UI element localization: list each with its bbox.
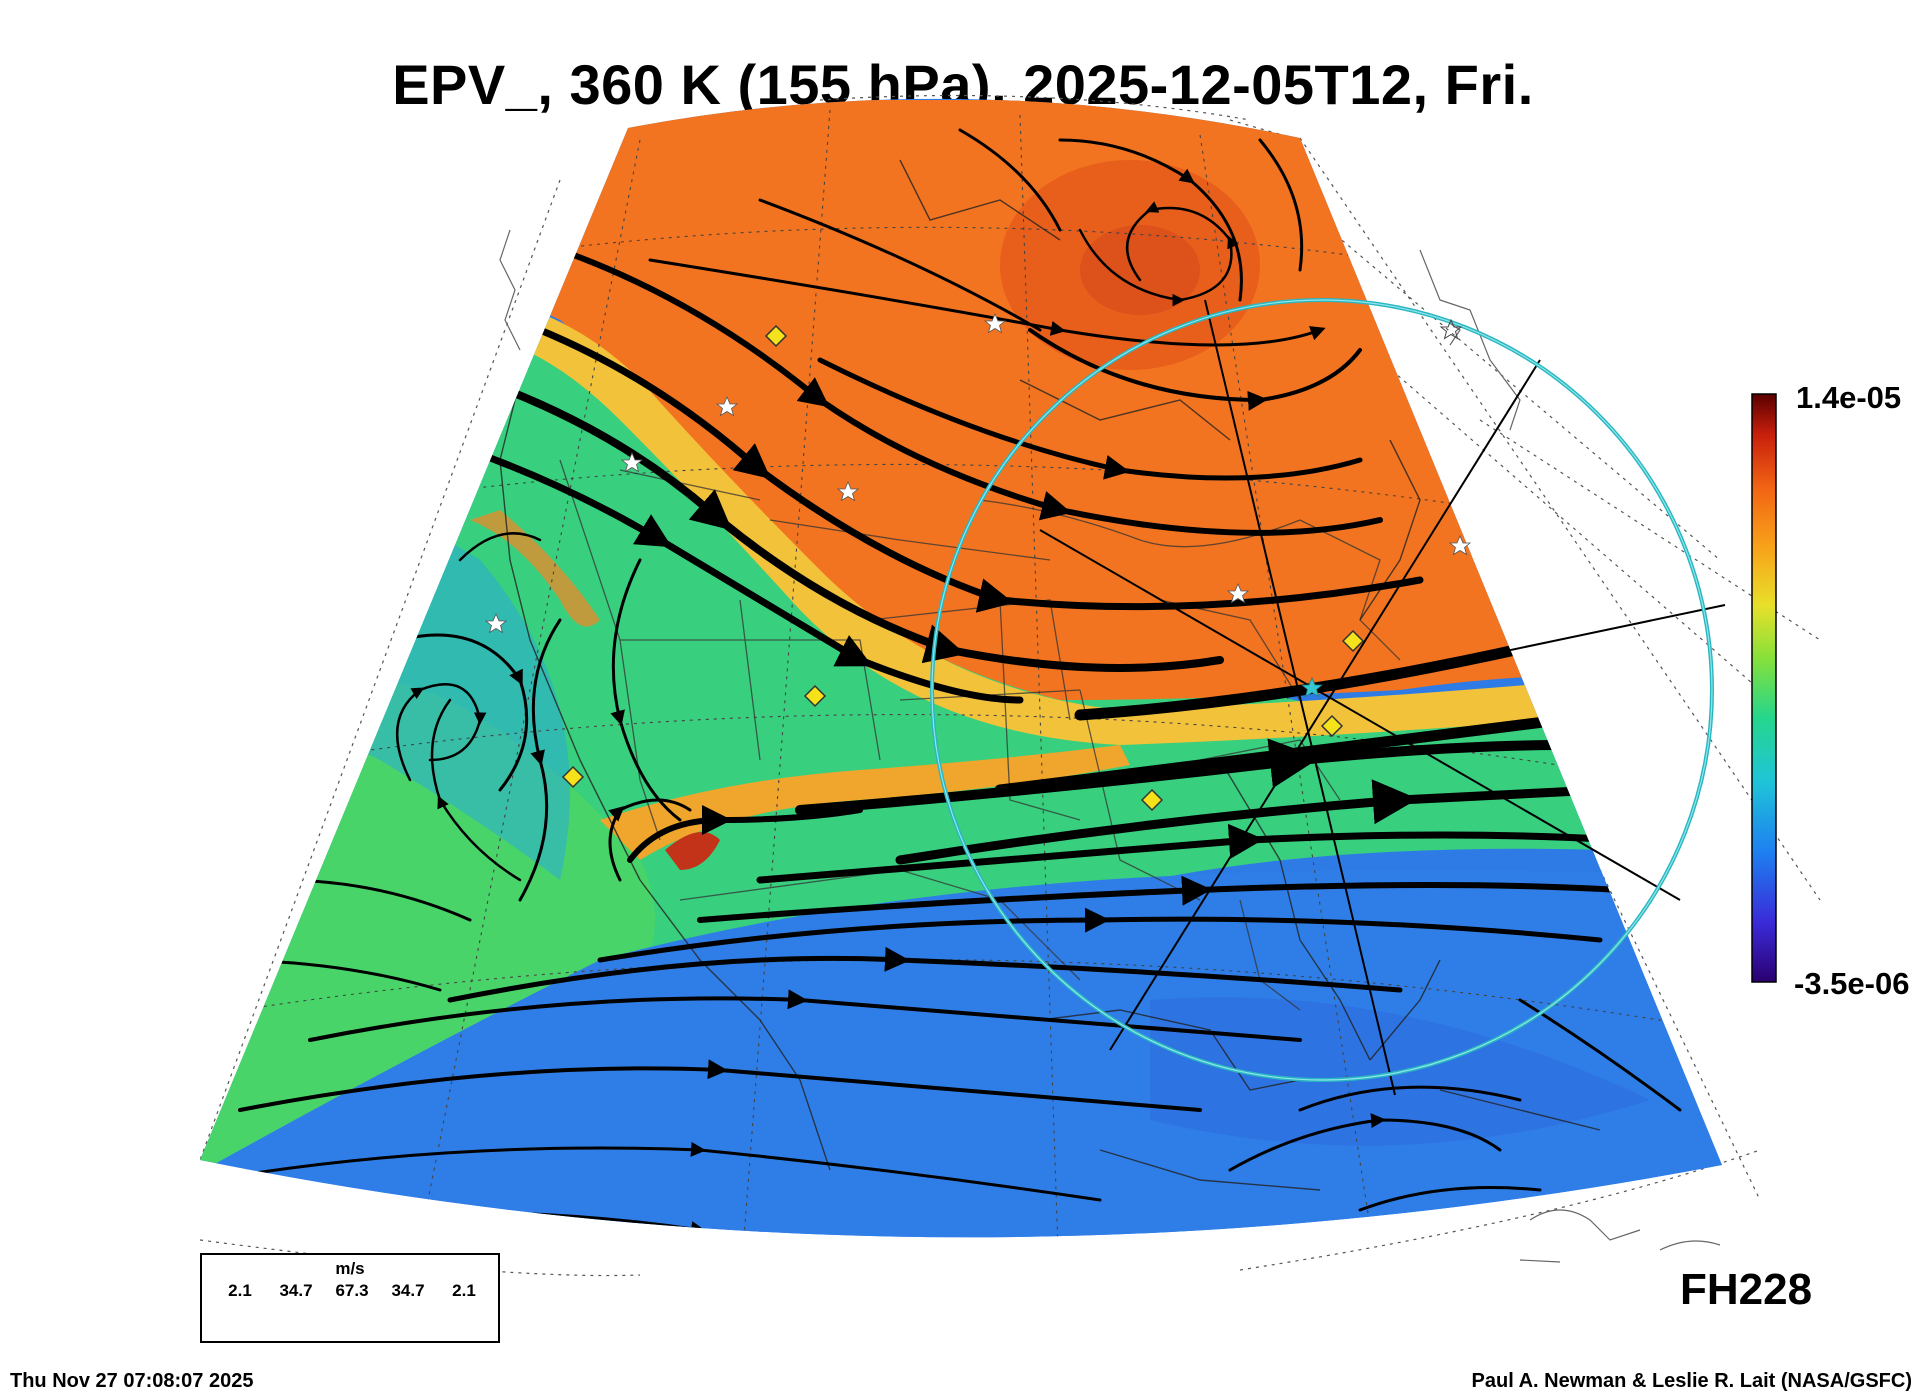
wind-legend-speed: 34.7	[279, 1281, 313, 1300]
wind-legend-speed: 2.1	[452, 1281, 476, 1300]
credit: Paul A. Newman & Leslie R. Lait (NASA/GS…	[1471, 1370, 1912, 1392]
range-circle	[930, 298, 1714, 1082]
wind-speed-legend: m/s 2.1 34.7 67.3 34.7 2.1	[200, 1253, 500, 1343]
outline-star	[1439, 318, 1463, 340]
outer-graticule	[199, 94, 1821, 1277]
colorbar-min-label: -3.5e-06	[1794, 966, 1910, 1001]
epv-field	[200, 98, 1722, 1238]
wind-legend-units: m/s	[335, 1259, 365, 1278]
station-stars	[484, 312, 1472, 634]
colorbar-max-label: 1.4e-05	[1796, 380, 1902, 415]
forecast-hour: FH228	[1680, 1265, 1813, 1314]
timestamp: Thu Nov 27 07:08:07 2025	[10, 1370, 254, 1392]
station-diamonds	[561, 324, 1365, 812]
colorbar	[1751, 393, 1777, 983]
center-star	[1300, 676, 1324, 698]
wind-legend-speed: 34.7	[391, 1281, 425, 1300]
wind-legend-speed: 2.1	[228, 1281, 252, 1300]
wind-streamlines	[208, 128, 1682, 1238]
wind-legend-speed: 67.3	[335, 1281, 369, 1300]
cross-section-lines	[1039, 299, 1726, 1096]
